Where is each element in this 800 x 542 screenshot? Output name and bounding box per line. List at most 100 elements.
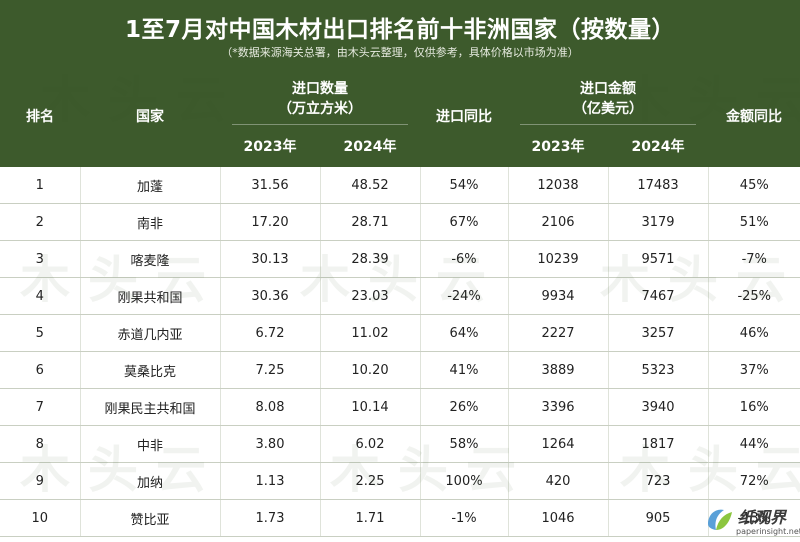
table-row: 10 赞比亚 1.73 1.71 -1% 1046 905 -13% bbox=[0, 499, 800, 537]
cell-value-2023: 12038 bbox=[507, 167, 608, 204]
cell-volume-2023: 30.36 bbox=[219, 277, 320, 315]
cell-volume-2024: 2.25 bbox=[319, 462, 420, 500]
cell-value-yoy: 51% bbox=[707, 203, 800, 241]
cell-volume-yoy: 26% bbox=[419, 388, 508, 426]
cell-volume-2023: 6.72 bbox=[219, 314, 320, 352]
cell-volume-yoy: 58% bbox=[419, 425, 508, 463]
cell-value-yoy: 72% bbox=[707, 462, 800, 500]
cell-value-2024: 9571 bbox=[607, 240, 708, 278]
cell-rank: 6 bbox=[0, 351, 80, 389]
cell-value-yoy: -25% bbox=[707, 277, 800, 315]
cell-volume-yoy: 41% bbox=[419, 351, 508, 389]
brand-logo-text: 纸观界 bbox=[738, 508, 787, 527]
cell-country: 加纳 bbox=[79, 462, 220, 500]
table-subtitle: （*数据来源海关总署，由木头云整理，仅供参考，具体价格以市场为准） bbox=[221, 46, 579, 59]
cell-value-2023: 2227 bbox=[507, 314, 608, 352]
table-header: 1至7月对中国木材出口排名前十非洲国家（按数量） （*数据来源海关总署，由木头云… bbox=[0, 0, 800, 167]
cell-country: 赞比亚 bbox=[79, 499, 220, 537]
cell-value-2024: 905 bbox=[607, 499, 708, 537]
cell-volume-2024: 28.71 bbox=[319, 203, 420, 241]
header-volume-unit: （万立方米） bbox=[278, 101, 362, 117]
cell-value-2023: 3889 bbox=[507, 351, 608, 389]
cell-value-yoy: 45% bbox=[707, 167, 800, 204]
table-row: 4 刚果共和国 30.36 23.03 -24% 9934 7467 -25% bbox=[0, 277, 800, 315]
header-value-2023: 2023年 bbox=[531, 139, 585, 155]
cell-rank: 5 bbox=[0, 314, 80, 352]
cell-value-yoy: 37% bbox=[707, 351, 800, 389]
cell-volume-2023: 31.56 bbox=[219, 167, 320, 204]
cell-value-2023: 3396 bbox=[507, 388, 608, 426]
cell-rank: 3 bbox=[0, 240, 80, 278]
table-title: 1至7月对中国木材出口排名前十非洲国家（按数量） bbox=[124, 17, 675, 43]
cell-volume-2024: 23.03 bbox=[319, 277, 420, 315]
table-body: 1 加蓬 31.56 48.52 54% 12038 17483 45% 2 南非 17.20 28.… bbox=[0, 167, 800, 537]
cell-volume-yoy: -6% bbox=[419, 240, 508, 278]
table-row: 2 南非 17.20 28.71 67% 2106 3179 51% bbox=[0, 203, 800, 241]
table-row: 3 喀麦隆 30.13 28.39 -6% 10239 9571 -7% bbox=[0, 240, 800, 278]
cell-volume-yoy: 67% bbox=[419, 203, 508, 241]
cell-country: 加蓬 bbox=[79, 167, 220, 204]
header-volume-group: 进口数量 bbox=[292, 81, 348, 97]
cell-country: 南非 bbox=[79, 203, 220, 241]
cell-rank: 2 bbox=[0, 203, 80, 241]
table-row: 5 赤道几内亚 6.72 11.02 64% 2227 3257 46% bbox=[0, 314, 800, 352]
brand-logo-icon bbox=[708, 509, 732, 530]
cell-rank: 1 bbox=[0, 167, 80, 204]
cell-value-2023: 1264 bbox=[507, 425, 608, 463]
header-value-unit: （亿美元） bbox=[573, 101, 643, 117]
header-volume-rule bbox=[232, 124, 408, 125]
cell-value-2023: 10239 bbox=[507, 240, 608, 278]
header-volume-2024: 2024年 bbox=[343, 139, 397, 155]
cell-value-2023: 2106 bbox=[507, 203, 608, 241]
header-rank: 排名 bbox=[26, 109, 54, 125]
cell-volume-yoy: -24% bbox=[419, 277, 508, 315]
cell-country: 中非 bbox=[79, 425, 220, 463]
header-value-2024: 2024年 bbox=[631, 139, 685, 155]
cell-value-2024: 723 bbox=[607, 462, 708, 500]
cell-rank: 8 bbox=[0, 425, 80, 463]
cell-value-yoy: 16% bbox=[707, 388, 800, 426]
cell-country: 喀麦隆 bbox=[79, 240, 220, 278]
table-row: 7 刚果民主共和国 8.08 10.14 26% 3396 3940 16% bbox=[0, 388, 800, 426]
cell-volume-2024: 11.02 bbox=[319, 314, 420, 352]
table-row: 9 加纳 1.13 2.25 100% 420 723 72% bbox=[0, 462, 800, 500]
cell-value-2024: 5323 bbox=[607, 351, 708, 389]
cell-country: 赤道几内亚 bbox=[79, 314, 220, 352]
cell-country: 刚果共和国 bbox=[79, 277, 220, 315]
cell-value-2024: 3179 bbox=[607, 203, 708, 241]
header-value-yoy: 金额同比 bbox=[726, 109, 782, 125]
header-value-rule bbox=[520, 124, 696, 125]
cell-value-yoy: -7% bbox=[707, 240, 800, 278]
cell-value-2024: 1817 bbox=[607, 425, 708, 463]
cell-rank: 9 bbox=[0, 462, 80, 500]
header-volume-2023: 2023年 bbox=[243, 139, 297, 155]
cell-volume-2023: 1.13 bbox=[219, 462, 320, 500]
cell-volume-2023: 1.73 bbox=[219, 499, 320, 537]
data-table: 1 加蓬 31.56 48.52 54% 12038 17483 45% 2 南非 17.20 28.… bbox=[0, 167, 800, 537]
cell-country: 刚果民主共和国 bbox=[79, 388, 220, 426]
cell-volume-yoy: 54% bbox=[419, 167, 508, 204]
cell-volume-2023: 17.20 bbox=[219, 203, 320, 241]
cell-value-2024: 7467 bbox=[607, 277, 708, 315]
cell-volume-2023: 7.25 bbox=[219, 351, 320, 389]
cell-volume-2024: 1.71 bbox=[319, 499, 420, 537]
header-volume-yoy: 进口同比 bbox=[436, 109, 492, 125]
brand-logo: 纸观界 paperinsight.net bbox=[704, 502, 800, 542]
table-row: 1 加蓬 31.56 48.52 54% 12038 17483 45% bbox=[0, 167, 800, 204]
brand-logo-url: paperinsight.net bbox=[736, 527, 800, 536]
cell-volume-2023: 3.80 bbox=[219, 425, 320, 463]
cell-value-2024: 3940 bbox=[607, 388, 708, 426]
cell-volume-2023: 30.13 bbox=[219, 240, 320, 278]
cell-country: 莫桑比克 bbox=[79, 351, 220, 389]
cell-volume-2024: 28.39 bbox=[319, 240, 420, 278]
cell-value-2024: 3257 bbox=[607, 314, 708, 352]
header-country: 国家 bbox=[136, 109, 164, 125]
cell-volume-2023: 8.08 bbox=[219, 388, 320, 426]
cell-value-2023: 420 bbox=[507, 462, 608, 500]
cell-rank: 10 bbox=[0, 499, 80, 537]
cell-value-2023: 1046 bbox=[507, 499, 608, 537]
cell-value-2023: 9934 bbox=[507, 277, 608, 315]
table-row: 6 莫桑比克 7.25 10.20 41% 3889 5323 37% bbox=[0, 351, 800, 389]
cell-value-yoy: 44% bbox=[707, 425, 800, 463]
cell-volume-2024: 10.14 bbox=[319, 388, 420, 426]
